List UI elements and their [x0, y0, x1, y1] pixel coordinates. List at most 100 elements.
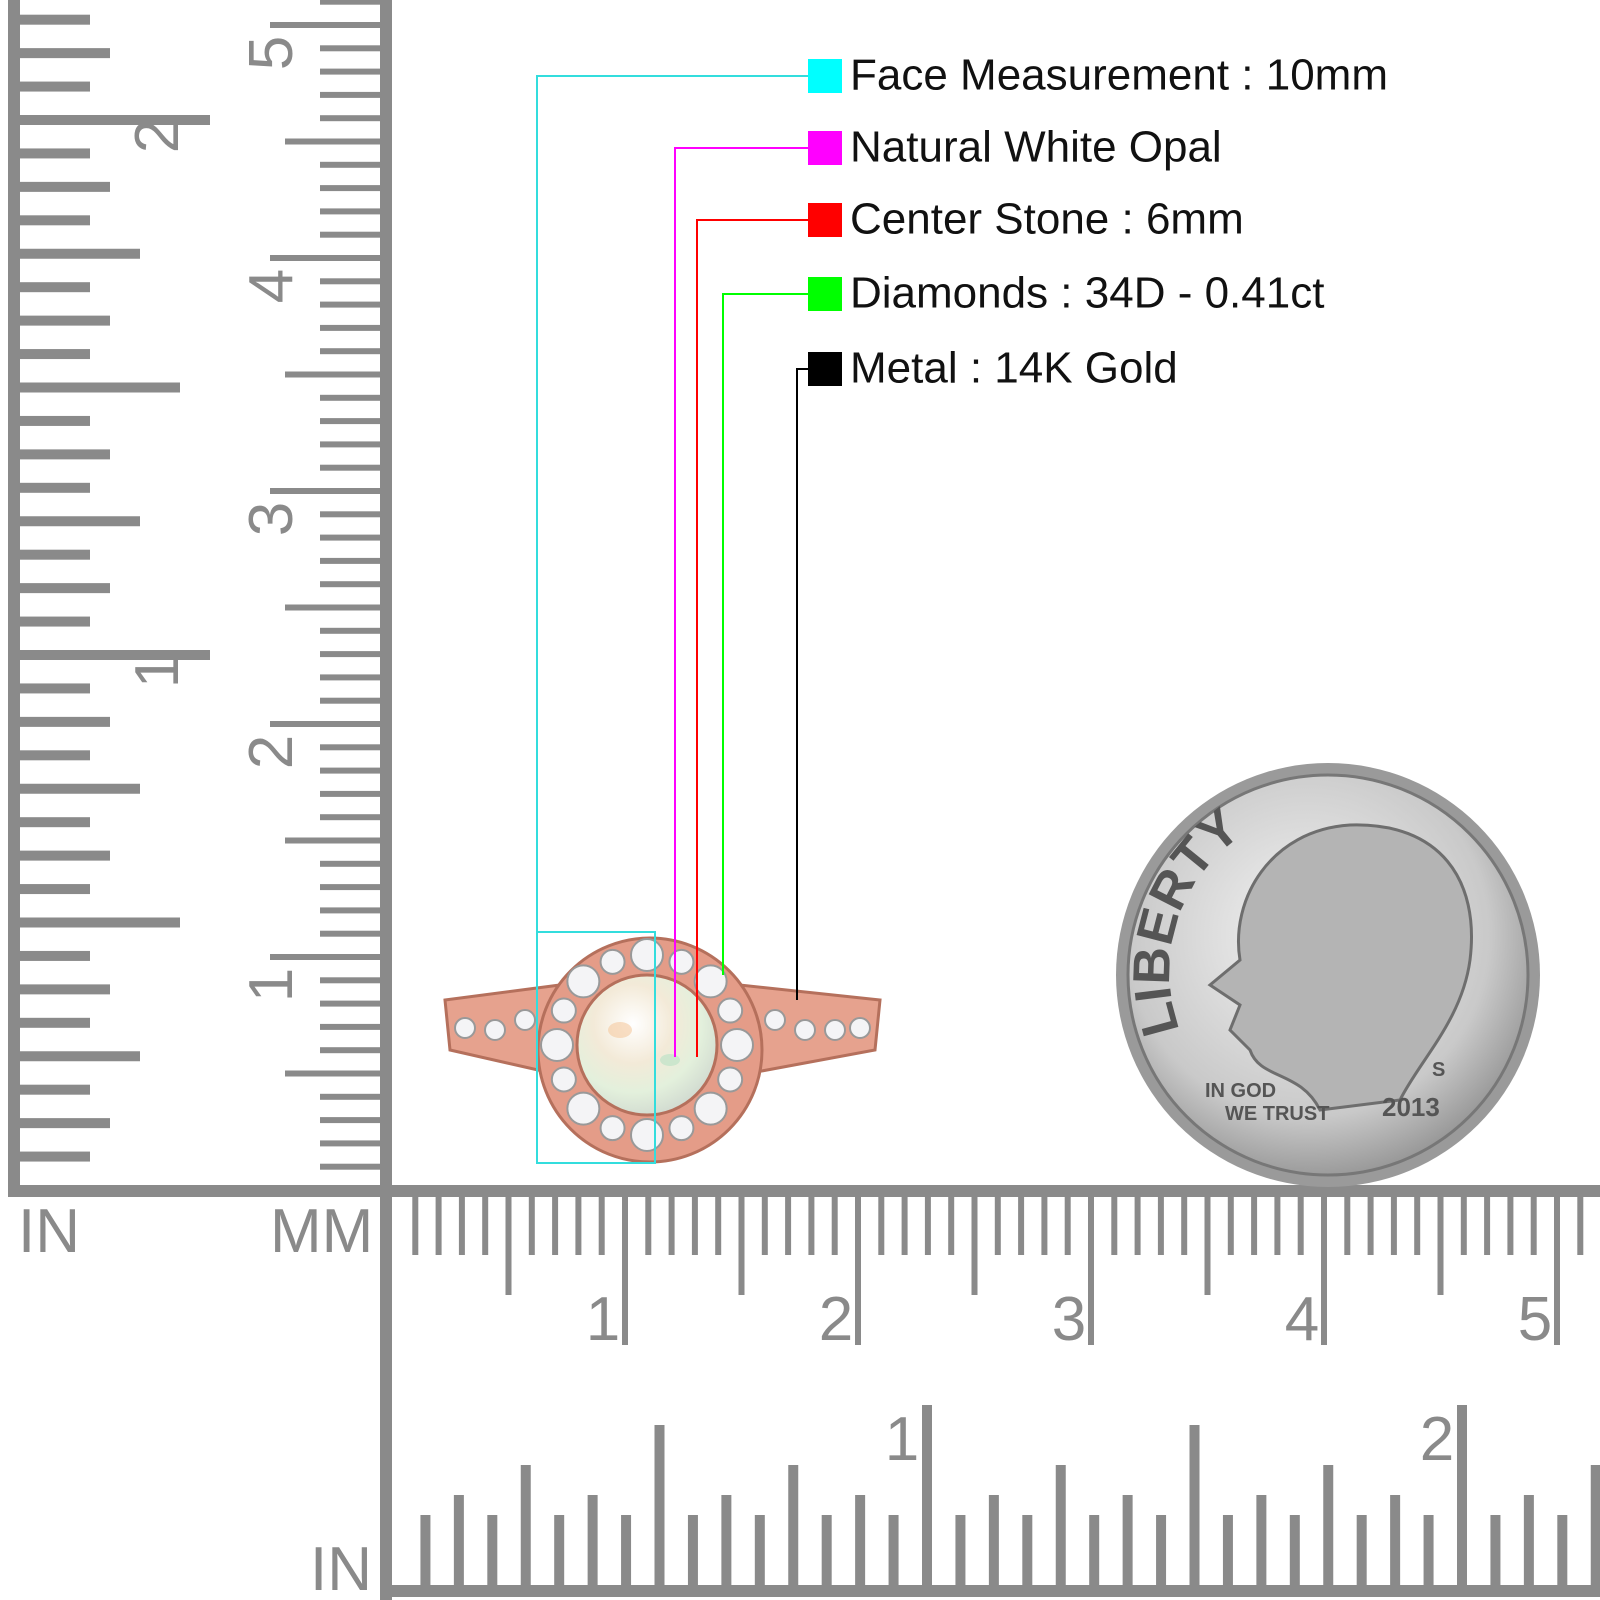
tick [320, 1117, 380, 1124]
tick [855, 1495, 866, 1585]
tick [20, 1151, 90, 1162]
diamond [566, 1091, 601, 1126]
tick [320, 231, 380, 238]
tick [453, 1495, 464, 1585]
tick [20, 349, 90, 360]
tick [320, 744, 380, 751]
tick [320, 464, 380, 471]
tick [20, 817, 90, 828]
tick [621, 1515, 632, 1585]
tick [1227, 1195, 1234, 1255]
ruler-bar [8, 0, 20, 1195]
legend: Face Measurement : 10mm Natural White Opa… [536, 51, 1388, 1057]
tick [922, 1405, 932, 1585]
tick [1122, 1495, 1133, 1585]
tick [691, 1195, 698, 1255]
tick [320, 627, 380, 634]
tick [1577, 1195, 1584, 1255]
tick [20, 181, 110, 192]
tick [1390, 1195, 1397, 1255]
tick [320, 161, 380, 168]
tick [285, 138, 380, 145]
tick [320, 115, 380, 122]
tick [1189, 1425, 1200, 1585]
tick [878, 1195, 885, 1255]
tick [20, 650, 210, 660]
tick [482, 1195, 489, 1255]
tick [320, 1140, 380, 1147]
tick [1507, 1195, 1514, 1255]
coin-motto: WE TRUST [1225, 1103, 1329, 1125]
tick [20, 950, 90, 961]
tick [20, 449, 110, 460]
tick [654, 1425, 665, 1585]
tick [575, 1195, 582, 1255]
legend-label: Face Measurement : 10mm [850, 51, 1388, 100]
tick [20, 716, 110, 727]
tick [761, 1195, 768, 1255]
tick [320, 814, 380, 821]
tick [20, 48, 110, 59]
tick [1251, 1195, 1258, 1255]
tick [320, 0, 380, 5]
tick [320, 977, 380, 984]
legend-swatch [808, 277, 842, 311]
tick [320, 441, 380, 448]
diamond [717, 1066, 744, 1093]
tick [645, 1195, 652, 1255]
tick [320, 394, 380, 401]
tick [270, 488, 380, 494]
tick [285, 371, 380, 378]
tick [320, 1023, 380, 1030]
tick [1523, 1495, 1534, 1585]
tick [1344, 1195, 1351, 1255]
leader-line [674, 147, 808, 1057]
tick [1055, 1465, 1066, 1585]
tick [320, 418, 380, 425]
tick [1204, 1195, 1211, 1295]
tick [412, 1195, 419, 1255]
tick [687, 1515, 698, 1585]
tick [1367, 1195, 1374, 1255]
diamond [599, 1115, 626, 1142]
tick [20, 750, 90, 761]
tick [1457, 1405, 1467, 1585]
tick [988, 1495, 999, 1585]
tick [320, 1047, 380, 1054]
tick [587, 1495, 598, 1585]
tick [831, 1195, 838, 1255]
tick [320, 348, 380, 355]
tick [955, 1515, 966, 1585]
tick [20, 248, 140, 259]
tick [948, 1195, 955, 1255]
tick [320, 1163, 380, 1170]
ruler-label: 5 [1518, 1285, 1552, 1354]
legend-label: Metal : 14K Gold [850, 344, 1178, 393]
tick [1590, 1465, 1600, 1585]
tick [320, 930, 380, 937]
tick [598, 1195, 605, 1255]
tick [20, 516, 140, 527]
tick [808, 1195, 815, 1255]
tick [754, 1515, 765, 1585]
coin: LIBERTY IN GOD WE TRUST 2013 S [1116, 763, 1540, 1187]
face-box [536, 931, 656, 1164]
leader-line [536, 75, 808, 932]
diamond [514, 1009, 536, 1031]
tick [924, 1195, 931, 1255]
leader-line [696, 219, 808, 1057]
tick [320, 324, 380, 331]
tick [788, 1465, 799, 1585]
tick [715, 1195, 722, 1255]
diamond [484, 1019, 506, 1041]
tick [270, 954, 380, 960]
tick [320, 45, 380, 52]
tick [270, 22, 380, 28]
tick [420, 1515, 431, 1585]
tick [320, 301, 380, 308]
tick [20, 482, 90, 493]
coin-year: 2013 [1382, 1092, 1440, 1122]
tick [320, 278, 380, 285]
tick [1089, 1515, 1100, 1585]
